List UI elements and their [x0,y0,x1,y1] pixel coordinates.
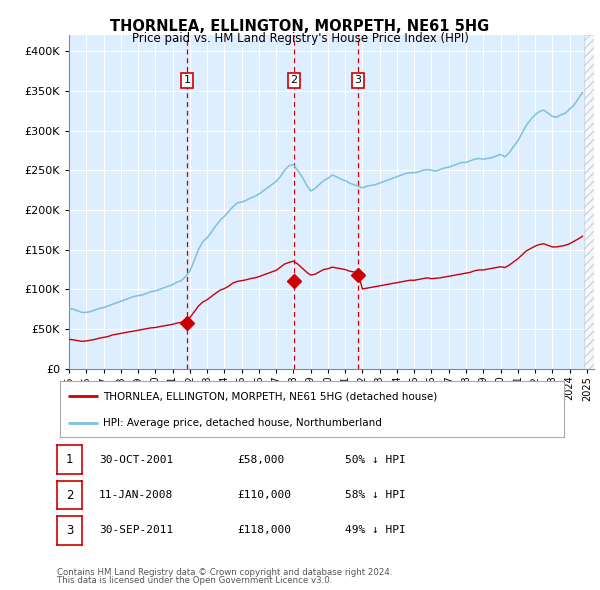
Text: 1: 1 [66,453,73,466]
Text: 11-JAN-2008: 11-JAN-2008 [99,490,173,500]
Text: 30-SEP-2011: 30-SEP-2011 [99,526,173,535]
Text: HPI: Average price, detached house, Northumberland: HPI: Average price, detached house, Nort… [103,418,382,428]
Text: 3: 3 [355,76,362,86]
Text: 30-OCT-2001: 30-OCT-2001 [99,455,173,464]
Text: 2: 2 [290,76,298,86]
Text: THORNLEA, ELLINGTON, MORPETH, NE61 5HG (detached house): THORNLEA, ELLINGTON, MORPETH, NE61 5HG (… [103,391,437,401]
Text: 50% ↓ HPI: 50% ↓ HPI [345,455,406,464]
Text: Contains HM Land Registry data © Crown copyright and database right 2024.: Contains HM Land Registry data © Crown c… [57,568,392,577]
Text: This data is licensed under the Open Government Licence v3.0.: This data is licensed under the Open Gov… [57,576,332,585]
Text: 2: 2 [66,489,73,502]
Text: 3: 3 [66,524,73,537]
Text: 58% ↓ HPI: 58% ↓ HPI [345,490,406,500]
Text: £110,000: £110,000 [237,490,291,500]
Bar [584,35,594,369]
Text: £58,000: £58,000 [237,455,284,464]
Text: Price paid vs. HM Land Registry's House Price Index (HPI): Price paid vs. HM Land Registry's House … [131,32,469,45]
Text: 49% ↓ HPI: 49% ↓ HPI [345,526,406,535]
Text: THORNLEA, ELLINGTON, MORPETH, NE61 5HG: THORNLEA, ELLINGTON, MORPETH, NE61 5HG [110,19,490,34]
Text: £118,000: £118,000 [237,526,291,535]
Text: 1: 1 [184,76,190,86]
